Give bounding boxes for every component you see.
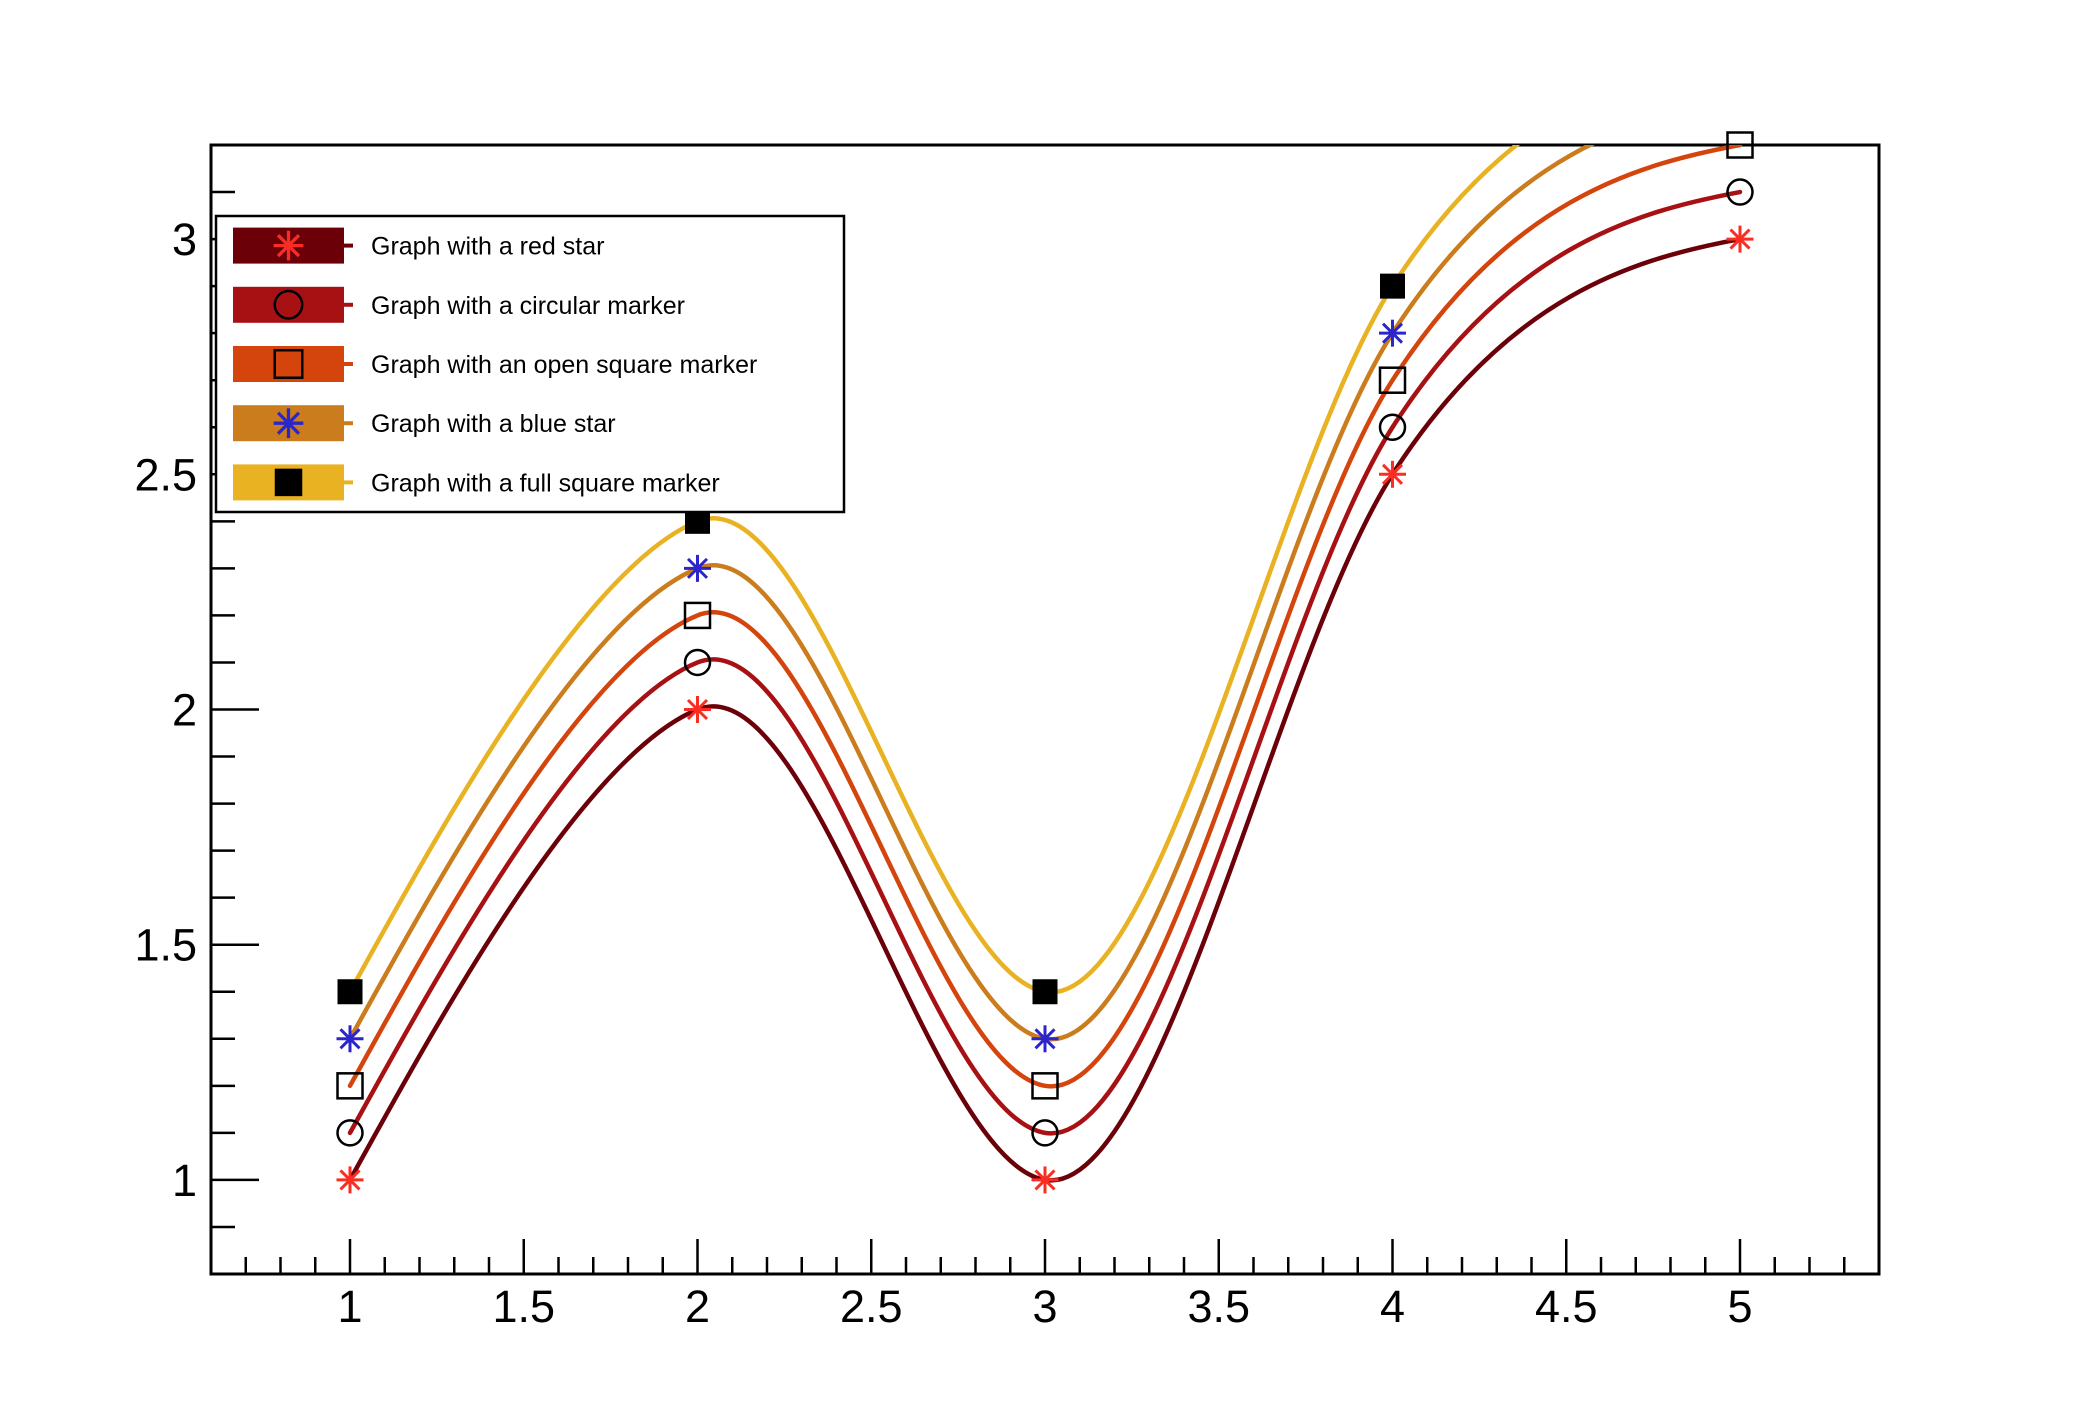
y-axis-tick-label: 3: [172, 214, 197, 265]
legend-label: Graph with a circular marker: [371, 292, 685, 320]
x-axis-tick-label: 4: [1380, 1281, 1405, 1332]
axes: 1 1.5 2 2.5 3 3.5 4 4.5 5 1 1.5 2 2.5 3: [134, 190, 1846, 1332]
star-icon-legend: [273, 230, 304, 261]
x-axis-tick-label: 4.5: [1535, 1281, 1598, 1332]
open-square-icon-s2-p2: [1031, 1072, 1059, 1100]
full-square-icon-s4-p3: [1380, 273, 1405, 299]
y-axis-tick-label: 1: [172, 1155, 197, 1206]
legend-fill-swatch: [233, 346, 344, 382]
series-line-2: [347, 145, 1743, 1089]
x-axis-tick-label: 2: [685, 1281, 710, 1332]
legend: Graph with a red star Graph with a circul…: [214, 214, 846, 514]
x-axis-tick-label: 1: [337, 1281, 362, 1332]
x-axis-tick-label: 1.5: [492, 1281, 555, 1332]
star-icon-s0-p1: [684, 696, 711, 723]
series-line-1: [347, 189, 1743, 1136]
legend-label: Graph with a full square marker: [371, 469, 720, 497]
open-circle-icon-s1-p2: [1031, 1119, 1059, 1147]
full-square-icon-s4-p2: [1032, 979, 1058, 1005]
full-square-icon-s4-p0: [337, 979, 363, 1005]
star-icon-s3-p1: [684, 554, 711, 582]
open-square-icon-s2-p1: [683, 601, 712, 630]
y-axis-tick-label: 2: [172, 685, 197, 736]
legend-label: Graph with a blue star: [371, 410, 616, 438]
star-icon-s3-p3: [1379, 319, 1406, 347]
open-circle-icon-s1-p3: [1378, 413, 1407, 441]
legend-entry-4: Graph with a full square marker: [233, 464, 720, 501]
open-circle-icon-legend: [273, 289, 304, 320]
x-axis-tick-label: 5: [1727, 1281, 1752, 1332]
open-circle-icon-s1-p0: [336, 1119, 364, 1147]
legend-entry-1: Graph with a circular marker: [233, 286, 685, 323]
legend-label: Graph with an open square marker: [371, 351, 757, 379]
y-axis-tick-label: 2.5: [134, 449, 197, 500]
open-square-icon-legend: [273, 349, 304, 379]
star-icon-legend: [273, 408, 304, 439]
open-square-icon-s2-p0: [336, 1072, 364, 1100]
star-icon-s3-p2: [1031, 1025, 1059, 1053]
open-circle-icon-s1-p4: [1726, 178, 1754, 206]
series-line-4: [347, 145, 1521, 995]
star-icon-s0-p3: [1379, 460, 1406, 488]
x-axis-tick-label: 2.5: [840, 1281, 903, 1332]
x-axis-tick-label: 3: [1032, 1281, 1057, 1332]
star-icon-s0-p4: [1726, 225, 1754, 253]
legend-label: Graph with a red star: [371, 233, 604, 261]
legend-entry-3: Graph with a blue star: [233, 405, 616, 442]
open-circle-icon-s1-p1: [683, 648, 712, 677]
legend-entry-2: Graph with an open square marker: [233, 346, 757, 382]
star-icon-s0-p0: [336, 1166, 364, 1194]
star-icon-s3-p0: [336, 1025, 364, 1053]
legend-entry-0: Graph with a red star: [233, 227, 604, 264]
legend-fill-swatch: [233, 286, 344, 323]
y-axis-tick-label: 1.5: [134, 920, 197, 971]
star-icon-s0-p2: [1031, 1166, 1059, 1194]
open-square-icon-s2-p4: [1726, 131, 1754, 159]
full-square-icon-legend: [274, 468, 303, 497]
x-axis-tick-label: 3.5: [1187, 1281, 1250, 1332]
open-square-icon-s2-p3: [1378, 366, 1407, 394]
